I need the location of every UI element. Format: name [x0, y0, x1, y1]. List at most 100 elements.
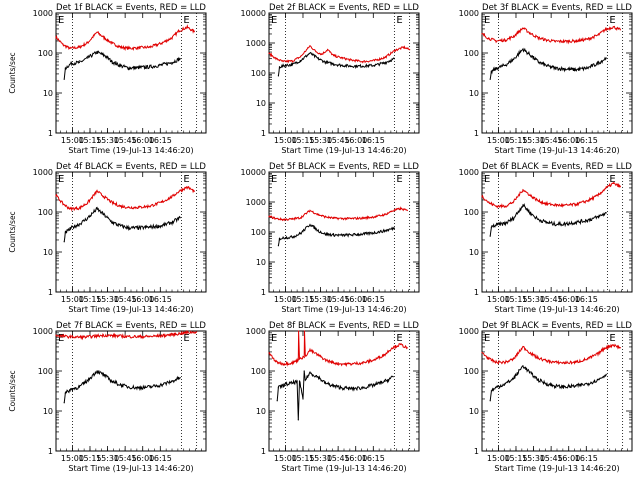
series-lld-point — [586, 358, 589, 360]
series-events-point — [291, 64, 293, 66]
series-lld-point — [111, 202, 113, 204]
series-events-point — [597, 216, 599, 218]
series-lld-point — [373, 60, 376, 62]
x-tick-label: 16:15 — [149, 454, 172, 463]
y-tick-label: 10 — [43, 248, 53, 257]
x-tick-label: 15:00 — [487, 136, 510, 145]
series-lld-point — [341, 57, 343, 59]
series-events-point — [277, 245, 279, 247]
series-lld-point — [149, 205, 151, 207]
series-events-line — [63, 370, 181, 403]
series-lld-point — [530, 195, 532, 197]
x-tick-label: 15:00 — [61, 454, 84, 463]
series-lld-point — [554, 204, 556, 206]
series-events-point — [384, 380, 386, 382]
chart-title: Det 2f BLACK = Events, RED = LLD — [269, 3, 419, 13]
event-marker-letter: E — [58, 15, 64, 26]
series-events-line — [277, 51, 395, 76]
series-events-point — [554, 223, 556, 225]
event-marker-letter: E — [396, 333, 402, 344]
x-axis-label: Start Time (19-Jul-13 14:46:20) — [68, 464, 193, 473]
series-events-line — [63, 50, 181, 80]
x-tick-label: 15:15 — [291, 136, 314, 145]
event-marker-letter: E — [609, 333, 615, 344]
x-tick-label: 15:00 — [487, 295, 510, 304]
series-events-point — [575, 69, 577, 71]
x-axis-label: Start Time (19-Jul-13 14:46:20) — [494, 305, 619, 314]
series-events-point — [530, 373, 532, 375]
y-tick-label: 1 — [48, 288, 53, 297]
series-lld-point — [298, 330, 300, 332]
series-lld-point — [554, 40, 556, 43]
series-lld-point — [612, 26, 614, 28]
series-lld-point — [324, 216, 326, 218]
series-lld-point — [586, 200, 589, 202]
series-events-line — [276, 370, 394, 420]
series-events-point — [104, 375, 106, 377]
series-events-point — [284, 237, 286, 239]
series-lld-point — [481, 351, 483, 354]
series-events-point — [111, 221, 113, 223]
series-events-point — [522, 204, 524, 206]
series-events-point — [317, 376, 319, 378]
series-lld-point — [362, 217, 364, 219]
series-events-point — [317, 58, 319, 60]
series-lld-point — [62, 203, 64, 205]
series-lld-point — [619, 186, 621, 188]
series-events-point — [128, 386, 130, 388]
series-events-point — [70, 388, 72, 390]
event-marker-letter: E — [484, 174, 490, 185]
series-lld-point — [171, 37, 173, 39]
series-lld-point — [495, 205, 497, 207]
series-events-point — [350, 388, 352, 390]
x-tick-label: 15:45 — [327, 136, 350, 145]
series-lld-point — [563, 204, 565, 207]
series-events-point — [87, 217, 89, 219]
chart-title: Det 3f BLACK = Events, RED = LLD — [482, 3, 632, 13]
series-lld-point — [149, 46, 151, 48]
chart-title: Det 7f BLACK = Events, RED = LLD — [56, 321, 206, 331]
series-lld-point — [55, 36, 57, 38]
event-marker-letter: E — [271, 15, 277, 26]
series-lld-point — [332, 55, 335, 57]
series-lld-point — [119, 205, 122, 207]
y-tick-label: 1000 — [33, 9, 53, 18]
series-events-point — [489, 400, 491, 402]
series-lld-point — [137, 206, 139, 208]
series-events-point — [324, 233, 326, 235]
plot-frame — [268, 330, 420, 452]
chart-title: Det 9f BLACK = Events, RED = LLD — [482, 321, 632, 331]
chart-title: Det 4f BLACK = Events, RED = LLD — [56, 162, 206, 172]
series-lld-point — [488, 37, 490, 40]
series-events-point — [373, 64, 376, 66]
y-tick-label: 100 — [464, 49, 479, 58]
series-events-point — [119, 225, 122, 227]
plot-frame — [268, 12, 420, 134]
x-axis-label: Start Time (19-Jul-13 14:46:20) — [494, 146, 619, 155]
series-events-point — [393, 58, 395, 60]
series-events-point — [362, 387, 364, 389]
series-lld-point — [160, 42, 163, 44]
series-events-point — [350, 65, 352, 67]
x-tick-label: 16:15 — [149, 136, 172, 145]
series-events-point — [96, 51, 98, 53]
series-lld-point — [111, 42, 113, 44]
series-events-point — [341, 64, 343, 66]
series-lld-point — [96, 31, 98, 33]
series-lld-point — [282, 219, 284, 221]
series-lld-point — [275, 218, 277, 220]
series-lld-point — [275, 361, 277, 363]
series-events-line — [489, 47, 607, 80]
chart-panel-2: Det 2f BLACK = Events, RED = LLD 1 10 100 10… — [241, 3, 420, 155]
series-lld-point — [78, 207, 80, 209]
series-lld-point — [90, 336, 92, 338]
y-axis-label: Counts/sec — [8, 211, 17, 252]
x-tick-label: 16:00 — [131, 454, 154, 463]
series-lld-point — [304, 355, 306, 357]
series-lld-point — [186, 186, 188, 188]
series-lld-point — [125, 335, 127, 338]
event-marker-letter: E — [58, 174, 64, 185]
plot-frame — [268, 171, 420, 293]
series-lld-point — [604, 347, 606, 349]
series-events-point — [393, 227, 395, 229]
